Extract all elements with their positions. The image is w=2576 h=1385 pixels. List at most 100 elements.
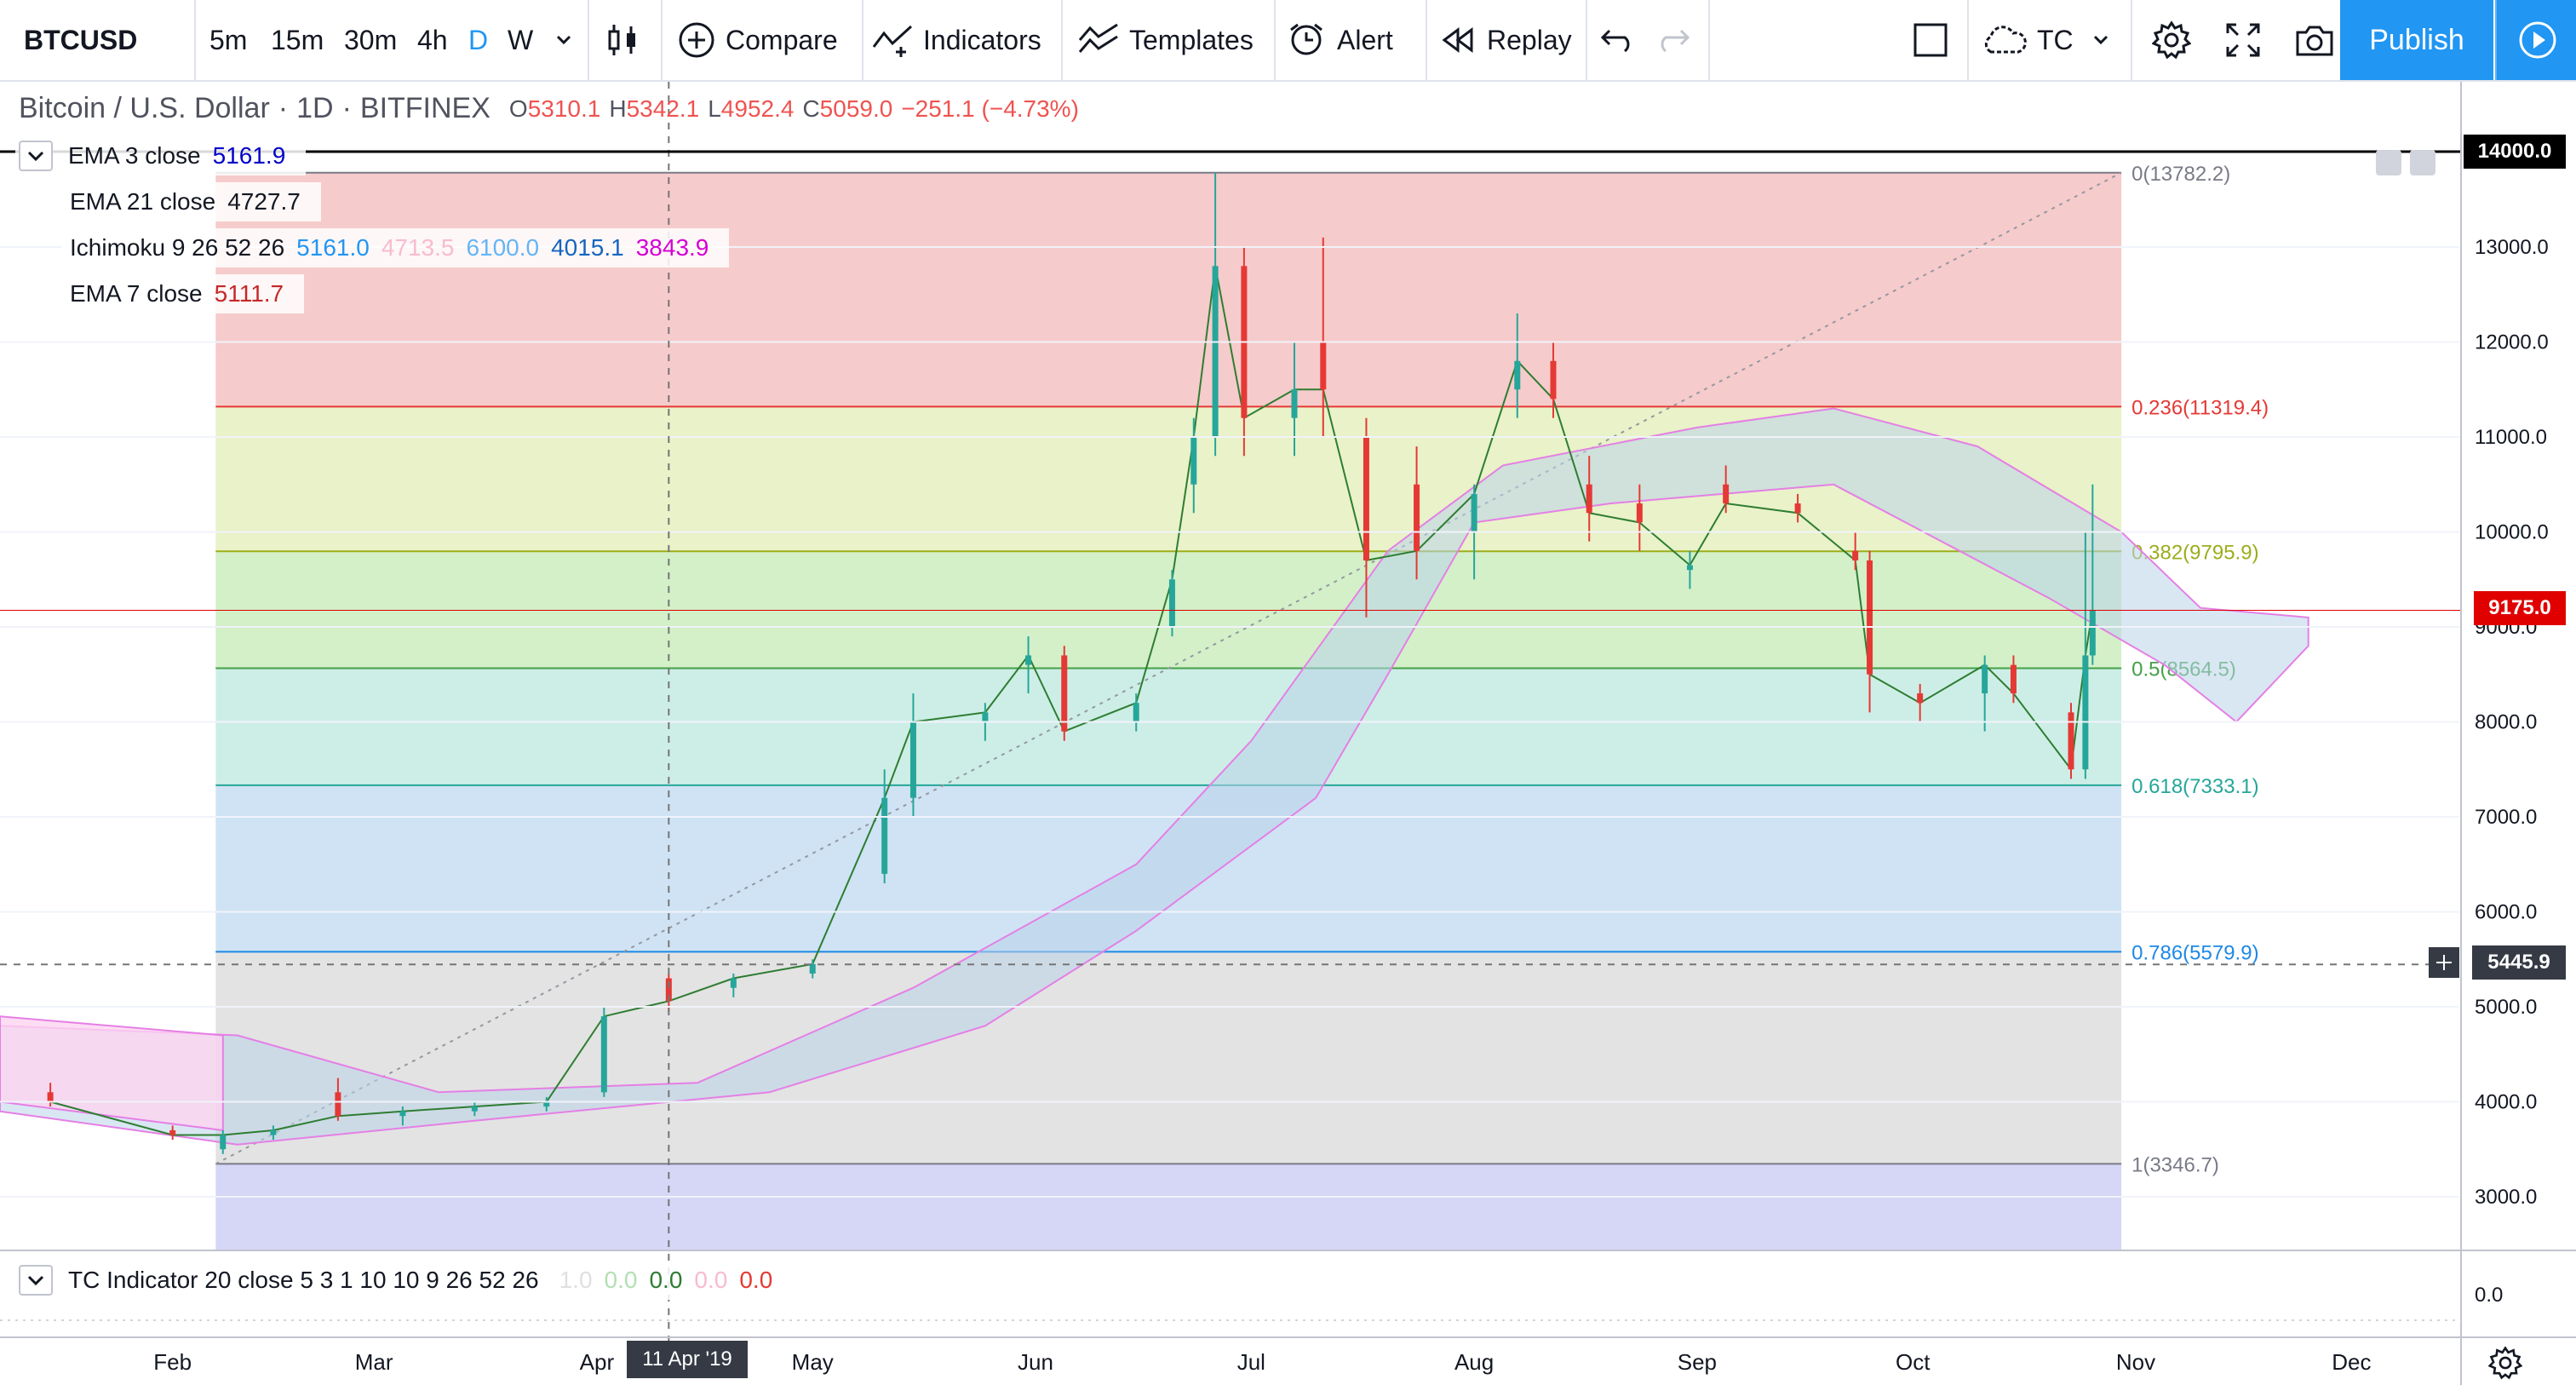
legend-name: TC Indicator 20 close 5 3 1 10 10 9 26 5… — [68, 1267, 539, 1293]
symbol-label: BTCUSD — [24, 24, 138, 55]
legend-value: 0.0 — [649, 1267, 683, 1293]
time-tick-label: Dec — [2332, 1349, 2371, 1375]
candle-body — [1025, 655, 1032, 665]
time-tick-label: Apr — [580, 1349, 615, 1375]
interval-30m[interactable]: 30m — [344, 0, 397, 80]
price-tick-label: 6000.0 — [2475, 901, 2537, 924]
cloud-icon — [1984, 26, 2027, 54]
fullscreen-button[interactable] — [2207, 0, 2279, 80]
interval-w[interactable]: W — [508, 0, 533, 80]
interval-5m[interactable]: 5m — [209, 0, 247, 80]
candle-body — [1917, 693, 1924, 704]
divider — [1274, 0, 1276, 80]
indicators-icon — [872, 25, 913, 57]
legend-ichimoku[interactable]: Ichimoku 9 26 52 26 5161.0 4713.5 6100.0… — [61, 228, 730, 267]
fib-level-label: 0.382(9795.9) — [2131, 541, 2258, 564]
low-value: 4952.4 — [720, 95, 795, 122]
legend-name: EMA 21 close — [70, 188, 216, 215]
legend-value: 1.0 — [559, 1267, 593, 1293]
layout-name: TC — [2037, 24, 2074, 55]
top-toolbar: BTCUSD 5m 15m 30m 4h D W Compare Indicat… — [0, 0, 2576, 82]
price-tick-label: 8000.0 — [2475, 711, 2537, 734]
candle-body — [47, 1092, 54, 1102]
play-button[interactable] — [2495, 0, 2576, 80]
legend-tc-indicator[interactable]: TC Indicator 20 close 5 3 1 10 10 9 26 5… — [15, 1261, 794, 1300]
layout-select-button[interactable] — [1913, 0, 1948, 80]
cloud-layout-button[interactable]: TC — [1981, 0, 2109, 80]
compare-label: Compare — [726, 24, 838, 55]
candle-body — [809, 963, 816, 974]
current-price-label: 9175.0 — [2474, 591, 2566, 625]
add-alert-plus-icon[interactable] — [2429, 947, 2459, 978]
legend-ema21[interactable]: EMA 21 close 4727.7 — [61, 182, 321, 221]
candle-body — [600, 1016, 607, 1093]
time-tick-label: Feb — [153, 1349, 192, 1375]
templates-icon — [1078, 23, 1118, 53]
candle-body — [1794, 503, 1801, 514]
open-value: 5310.1 — [527, 95, 601, 122]
publish-button[interactable]: Publish — [2340, 0, 2493, 80]
divider — [1061, 0, 1063, 80]
legend-name: Ichimoku 9 26 52 26 — [70, 234, 285, 261]
legend-value: 0.0 — [694, 1267, 728, 1293]
alert-button[interactable]: Alert — [1288, 0, 1393, 80]
time-tick-label: Aug — [1454, 1349, 1494, 1375]
camera-icon — [2296, 26, 2333, 56]
fib-level-label: 0.786(5579.9) — [2131, 941, 2258, 964]
divider — [862, 0, 863, 80]
replay-button[interactable]: Replay — [1441, 0, 1572, 80]
time-tick-label: Jul — [1237, 1349, 1265, 1375]
candle-body — [399, 1111, 406, 1117]
templates-button[interactable]: Templates — [1078, 0, 1254, 80]
pane-collapse-icon[interactable] — [2376, 150, 2401, 175]
interval-label: 30m — [344, 24, 398, 55]
interval-label: D — [468, 24, 489, 55]
sub-pane-tick-label: 0.0 — [2475, 1284, 2503, 1307]
interval-label: 4h — [417, 24, 448, 55]
legend-value: 5111.7 — [214, 280, 284, 307]
chart-type-candles-icon[interactable] — [606, 0, 639, 80]
candle-body — [665, 978, 672, 1002]
candle-body — [1061, 655, 1068, 732]
time-tick-label: Nov — [2116, 1349, 2155, 1375]
interval-label: 5m — [209, 24, 248, 55]
chart-area[interactable]: 0(13782.2)0.236(11319.4)0.382(9795.9)0.5… — [0, 82, 2576, 1385]
candle-body — [909, 721, 916, 798]
legend-ema7[interactable]: EMA 7 close 5111.7 — [61, 274, 305, 313]
candle-body — [1190, 437, 1197, 485]
axis-settings-gear-icon[interactable] — [2487, 1346, 2523, 1384]
crosshair-price-label: 5445.9 — [2472, 945, 2566, 980]
pane-maximize-icon[interactable] — [2410, 150, 2435, 175]
undo-icon — [1601, 29, 1630, 53]
symbol-search[interactable]: BTCUSD — [0, 0, 216, 80]
fib-retracement: 0(13782.2)0.236(11319.4)0.382(9795.9)0.5… — [215, 163, 2269, 1250]
legend-ema3[interactable]: EMA 3 close 5161.9 — [15, 136, 307, 175]
top-price-label: 14000.0 — [2464, 135, 2566, 169]
candle-body — [730, 978, 737, 988]
alert-label: Alert — [1337, 24, 1393, 55]
close-value: 5059.0 — [819, 95, 893, 122]
interval-dropdown-chevron-icon[interactable] — [555, 0, 572, 80]
fib-zone — [215, 551, 2122, 669]
high-value: 5342.1 — [626, 95, 700, 122]
legend-name: EMA 7 close — [70, 280, 203, 307]
price-tick-label: 7000.0 — [2475, 806, 2537, 829]
divider — [2131, 0, 2132, 80]
fib-level-label: 0.618(7333.1) — [2131, 775, 2258, 798]
candle-body — [1514, 360, 1521, 390]
interval-15m[interactable]: 15m — [271, 0, 324, 80]
legend-value: 4015.1 — [551, 234, 624, 261]
interval-d[interactable]: D — [468, 0, 488, 80]
snapshot-button[interactable] — [2279, 0, 2350, 80]
redo-button[interactable] — [1655, 0, 1690, 80]
fib-trend-line — [215, 171, 2122, 1165]
candle-body — [1550, 360, 1557, 399]
compare-button[interactable]: Compare — [678, 0, 838, 80]
undo-button[interactable] — [1601, 0, 1635, 80]
settings-button[interactable] — [2136, 0, 2207, 80]
interval-label: 15m — [271, 24, 324, 55]
interval-4h[interactable]: 4h — [417, 0, 448, 80]
divider — [1967, 0, 1969, 80]
indicators-button[interactable]: Indicators — [872, 0, 1041, 80]
legend-value: 5161.0 — [296, 234, 370, 261]
